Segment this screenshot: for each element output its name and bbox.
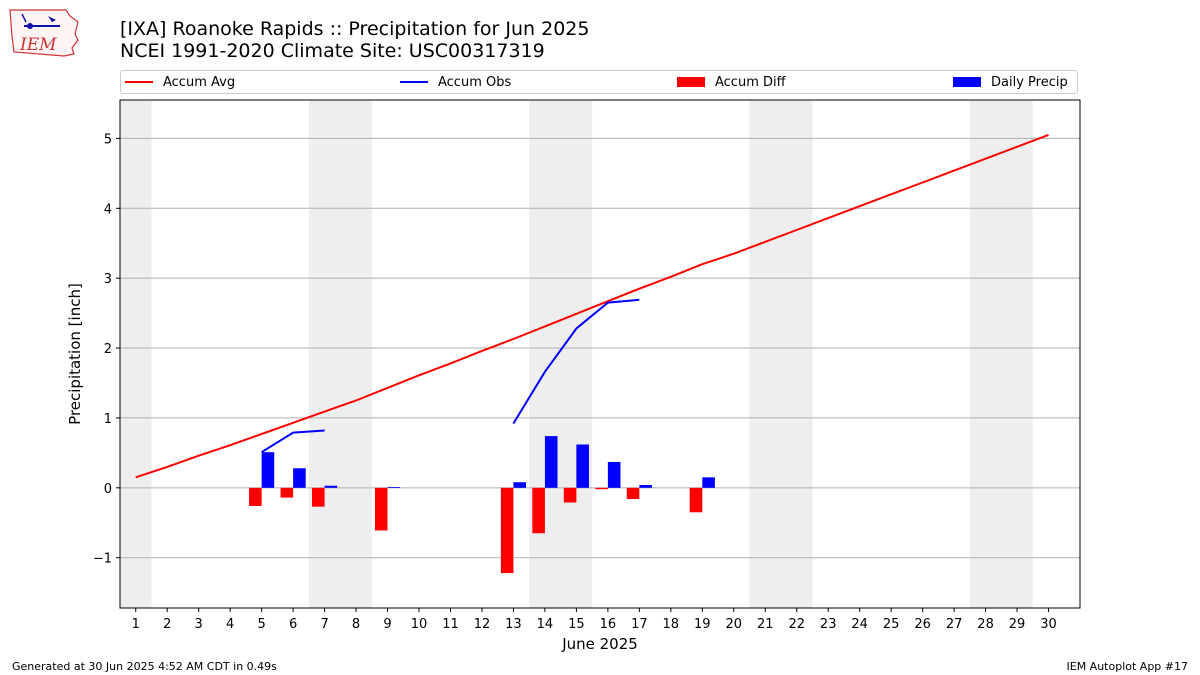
x-tick-label: 29 xyxy=(1009,617,1026,632)
x-tick-label: 24 xyxy=(851,617,868,632)
x-tick-label: 25 xyxy=(883,617,900,632)
y-tick-label: 3 xyxy=(104,272,112,287)
grid-lines xyxy=(120,137,1080,559)
x-tick-label: 3 xyxy=(195,617,203,632)
chart-title: [IXA] Roanoke Rapids :: Precipitation fo… xyxy=(120,18,590,40)
x-tick-label: 9 xyxy=(383,617,391,632)
bar-daily-precip xyxy=(544,436,558,488)
x-tick-label: 18 xyxy=(663,617,680,632)
legend-item-accum-diff: Accum Diff xyxy=(677,71,786,93)
bar-accum-diff xyxy=(374,487,388,531)
weekend-band-3 xyxy=(749,100,813,608)
legend-swatch-daily-precip xyxy=(953,77,981,87)
x-tick-label: 10 xyxy=(411,617,428,632)
bar-daily-precip xyxy=(513,482,527,488)
generated-timestamp: Generated at 30 Jun 2025 4:52 AM CDT in … xyxy=(12,660,277,673)
bar-accum-diff xyxy=(595,487,608,490)
x-tick-label: 28 xyxy=(977,617,994,632)
bar-daily-precip xyxy=(293,468,306,488)
legend-swatch-accum-obs xyxy=(400,81,428,83)
bar-accum-diff xyxy=(532,487,545,534)
bar-daily-precip xyxy=(607,461,621,488)
line-accum-avg-segment-0 xyxy=(135,133,1049,479)
weekend-band-0 xyxy=(120,100,152,608)
x-tick-label: 17 xyxy=(631,617,648,632)
chart-subtitle: NCEI 1991-2020 Climate Site: USC00317319 xyxy=(120,40,545,62)
plot-frame xyxy=(119,99,1081,609)
y-tick-label: 2 xyxy=(104,342,112,357)
bar-daily-precip xyxy=(576,444,589,488)
bar-daily-precip xyxy=(387,487,401,488)
x-tick-label: 6 xyxy=(289,617,297,632)
y-tick-label: 4 xyxy=(104,202,112,217)
iowa-map-icon: IEM xyxy=(9,9,79,57)
x-tick-label: 15 xyxy=(568,617,585,632)
bar-daily-precip xyxy=(324,485,338,488)
y-tick-label: −1 xyxy=(93,552,112,567)
line-accum-obs-segment-1 xyxy=(512,298,640,425)
x-tick-label: 21 xyxy=(757,617,774,632)
legend-label-accum-diff: Accum Diff xyxy=(715,74,786,90)
bar-accum-diff xyxy=(689,487,703,513)
legend: Accum Avg Accum Obs Accum Diff Daily Pre… xyxy=(120,70,1078,94)
x-tick-label: 8 xyxy=(352,617,360,632)
weekend-shading xyxy=(120,100,1033,608)
bar-accum-diff xyxy=(563,487,577,503)
x-tick-label: 13 xyxy=(505,617,522,632)
bar-accum-diff xyxy=(249,487,262,506)
y-tick-label: 5 xyxy=(104,132,112,147)
x-tick-label: 14 xyxy=(537,617,554,632)
x-tick-label: 1 xyxy=(132,617,140,632)
legend-swatch-accum-diff xyxy=(677,77,705,87)
iem-logo: IEM xyxy=(8,6,82,62)
x-tick-label: 19 xyxy=(694,617,711,632)
y-tick-label: 1 xyxy=(104,412,112,427)
x-tick-label: 23 xyxy=(820,617,837,632)
x-tick-label: 4 xyxy=(226,617,234,632)
legend-item-daily-precip: Daily Precip xyxy=(953,71,1068,93)
x-tick-label: 5 xyxy=(257,617,265,632)
x-axis-label: June 2025 xyxy=(561,635,638,653)
legend-label-accum-obs: Accum Obs xyxy=(438,74,512,90)
bar-accum-diff xyxy=(500,487,514,574)
legend-item-accum-avg: Accum Avg xyxy=(125,71,235,93)
bar-accum-diff xyxy=(312,487,325,507)
weekend-band-1 xyxy=(308,100,372,608)
line-accum-obs-segment-0 xyxy=(261,429,325,454)
x-tick-label: 30 xyxy=(1040,617,1057,632)
legend-swatch-accum-avg xyxy=(125,81,153,83)
app-credit: IEM Autoplot App #17 xyxy=(1066,660,1189,673)
x-tick-label: 26 xyxy=(914,617,931,632)
x-tick-label: 11 xyxy=(442,617,459,632)
x-tick-label: 20 xyxy=(725,617,742,632)
bar-daily-precip xyxy=(639,485,652,488)
legend-label-accum-avg: Accum Avg xyxy=(163,74,236,90)
weekend-band-4 xyxy=(969,100,1033,608)
bar-accum-diff xyxy=(626,487,640,499)
x-tick-label: 22 xyxy=(788,617,805,632)
y-tick-label: 0 xyxy=(104,482,112,497)
x-tick-label: 7 xyxy=(320,617,328,632)
series-lines xyxy=(135,133,1049,479)
legend-label-daily-precip: Daily Precip xyxy=(991,74,1068,90)
legend-item-accum-obs: Accum Obs xyxy=(400,71,511,93)
x-tick-label: 12 xyxy=(474,617,491,632)
y-axis-label: Precipitation [inch] xyxy=(66,283,84,425)
logo-text: IEM xyxy=(19,35,57,55)
bars xyxy=(249,436,715,574)
x-tick-label: 27 xyxy=(946,617,963,632)
bar-daily-precip xyxy=(261,452,275,488)
x-tick-label: 2 xyxy=(163,617,171,632)
bar-accum-diff xyxy=(280,487,294,498)
bar-daily-precip xyxy=(702,477,715,488)
x-tick-label: 16 xyxy=(600,617,617,632)
